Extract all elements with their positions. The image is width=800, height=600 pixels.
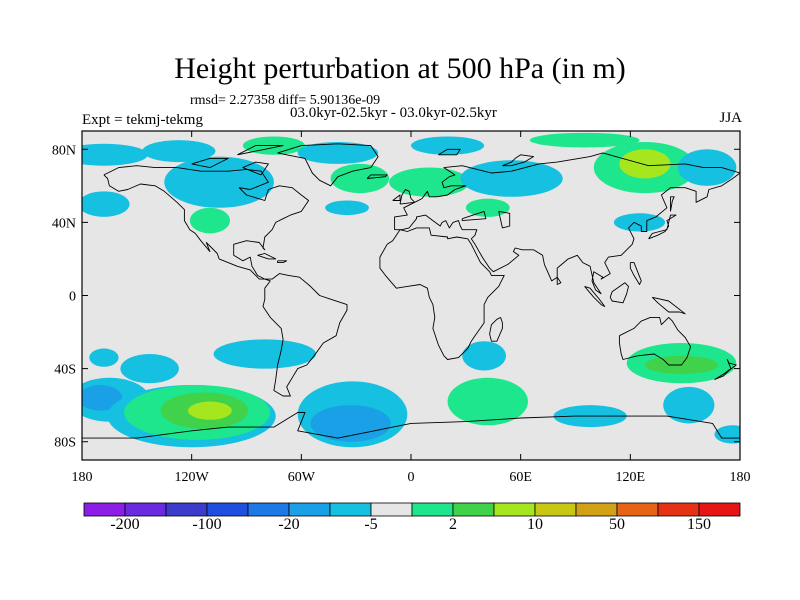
lon-tick-label: 0 — [408, 470, 415, 485]
lat-tick-label: 0 — [69, 290, 76, 305]
colorbar-swatch — [616, 502, 659, 517]
coastline — [556, 276, 562, 285]
field-region — [164, 156, 274, 208]
field-region — [714, 425, 740, 444]
field-region — [142, 140, 216, 163]
field-region — [462, 341, 507, 371]
plot-title: Height perturbation at 500 hPa (in m) — [174, 52, 626, 85]
colorbar-swatch — [288, 502, 331, 517]
coastline — [366, 174, 388, 179]
coastline — [103, 165, 348, 397]
season-label: JJA — [719, 110, 742, 126]
lake-outline — [461, 210, 487, 222]
coastline — [629, 262, 642, 285]
field-region — [389, 167, 470, 197]
colorbar-label: 150 — [687, 516, 711, 533]
lake-outline — [498, 210, 511, 229]
colorbar-swatch — [411, 502, 454, 517]
colorbar-swatch — [206, 502, 249, 517]
longitude-axis: 180 120W 60W 0 60E 120E 180 — [72, 131, 751, 485]
coastline — [609, 282, 629, 304]
colorbar-swatch — [657, 502, 700, 517]
coastline — [651, 296, 686, 315]
coastline — [618, 316, 692, 366]
field-region — [213, 339, 316, 369]
coastline — [257, 253, 277, 260]
lon-tick-label: 180 — [730, 470, 751, 485]
colorbar-label: -20 — [278, 516, 300, 533]
colorbar-label: 2 — [449, 516, 457, 533]
field-region — [447, 377, 528, 426]
field-region — [460, 160, 563, 197]
period-label: 03.0kyr-02.5kyr - 03.0kyr-02.5kyr — [290, 105, 497, 121]
lon-tick-label: 180 — [72, 470, 93, 485]
coastline — [392, 194, 401, 201]
colorbar-swatch — [370, 502, 413, 517]
field-region — [663, 386, 715, 424]
colorbar-swatch — [493, 502, 536, 517]
coastline — [82, 412, 740, 439]
colorbar-swatch — [124, 502, 167, 517]
field-region — [613, 213, 666, 232]
field-region — [619, 149, 671, 179]
coastline — [648, 214, 677, 240]
field-region — [189, 207, 231, 234]
field-region — [82, 191, 130, 217]
coastline — [191, 157, 229, 169]
coastline — [394, 152, 740, 295]
colorbar-swatch — [534, 502, 577, 517]
colorbar-swatch — [83, 502, 126, 517]
lon-tick-label: 120W — [175, 470, 210, 485]
colorbar-swatch — [452, 502, 495, 517]
colorbar — [83, 502, 741, 517]
field-region — [325, 200, 369, 216]
colorbar-label: -200 — [110, 516, 140, 533]
colorbar-label: 10 — [527, 516, 543, 533]
stats-text: rmsd= 2.27358 diff= 5.90136e-09 — [190, 93, 381, 108]
field-region — [310, 405, 391, 442]
latitude-axis: 80N 40N 0 40S 80S — [52, 143, 740, 451]
coastline — [584, 285, 606, 307]
field-region — [188, 401, 232, 420]
colorbar-swatch — [247, 502, 290, 517]
field-region — [411, 136, 485, 155]
colorbar-label: -5 — [364, 516, 378, 533]
field-region — [529, 132, 640, 148]
colorbar-swatch — [165, 502, 208, 517]
field-region — [465, 198, 510, 217]
coastline — [237, 145, 284, 156]
field-region — [82, 143, 148, 166]
lon-tick-label: 60E — [509, 470, 532, 485]
coastline — [502, 154, 534, 167]
coastline — [242, 161, 269, 176]
coastline — [277, 143, 379, 187]
coastline — [379, 227, 505, 360]
field-region — [120, 353, 179, 384]
lat-tick-label: 80S — [54, 436, 76, 451]
lon-tick-label: 120E — [616, 470, 646, 485]
colorbar-swatch — [575, 502, 618, 517]
coastline — [277, 260, 288, 264]
lat-tick-label: 40S — [54, 363, 76, 378]
field-region — [82, 385, 123, 411]
field-region — [297, 141, 379, 164]
coastlines — [82, 143, 740, 439]
coastline — [438, 148, 461, 156]
coastline — [489, 316, 503, 342]
colorbar-swatch — [329, 502, 372, 517]
field-region — [330, 163, 390, 194]
coastline — [714, 359, 737, 381]
field-region — [89, 348, 119, 367]
coastline — [670, 196, 675, 212]
lat-tick-label: 80N — [52, 143, 76, 158]
lat-tick-label: 40N — [52, 216, 76, 231]
coastline — [399, 189, 416, 205]
colorbar-swatch — [698, 502, 741, 517]
colorbar-label: -100 — [192, 516, 222, 533]
experiment-label: Expt = tekmj-tekmg — [82, 112, 203, 128]
colorbar-label: 50 — [609, 516, 625, 533]
lon-tick-label: 60W — [288, 470, 316, 485]
